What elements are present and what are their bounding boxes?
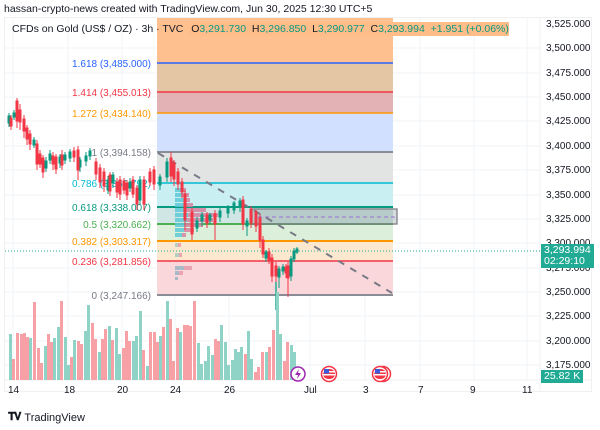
time-tick: 20 [117, 385, 129, 396]
time-tick: 9 [470, 385, 476, 396]
symbol-name[interactable]: CFDs on Gold (US$ / OZ) · 3h · TVC [12, 23, 184, 35]
lightning-event-icon[interactable] [290, 366, 306, 382]
last-price-value: 3,293.994 [544, 244, 591, 256]
fib-label-0618: 0.618 (3,338.007) [72, 203, 151, 214]
price-tick: 3,225.000 [546, 311, 591, 322]
fib-label-1414: 1.414 (3,455.013) [72, 88, 151, 99]
price-tick: 3,300.000 [546, 238, 591, 249]
us-flag-event-icon[interactable] [320, 365, 338, 383]
time-tick: 7 [418, 385, 424, 396]
fib-extension[interactable] [157, 18, 393, 296]
price-tick: 3,325.000 [546, 214, 591, 225]
change-value: +1.951 (+0.06%) [430, 23, 509, 35]
fib-label-0786: 0.786 (3,362.792) [72, 179, 151, 190]
low-value: 3,290.977 [317, 23, 365, 35]
attribution: hassan-crypto-news created with TradingV… [4, 3, 373, 15]
fib-labels: 1.618 (3,485.000) 1.414 (3,455.013) 1.27… [72, 59, 151, 302]
bar-countdown: 02:29:10 [544, 255, 585, 267]
fib-label-0382: 0.382 (3,303.317) [72, 237, 151, 248]
price-tick: 3,350.000 [546, 190, 591, 201]
close-value: 3,293.994 [378, 23, 425, 35]
price-tick: 3,500.000 [546, 43, 591, 54]
price-tick: 3,250.000 [546, 287, 591, 298]
price-tick: 3,200.000 [546, 336, 591, 347]
candlesticks[interactable] [7, 98, 299, 310]
time-tick: 3 [363, 385, 369, 396]
price-tick: 3,275.000 [546, 263, 591, 274]
chart-frame [4, 17, 592, 392]
fib-label-0236: 0.236 (3,281.856) [72, 257, 151, 268]
us-flag-event-group-icon[interactable] [371, 365, 392, 383]
fib-label-1: 1 (3,394.158) [92, 148, 152, 159]
high-value: 3,296.850 [259, 23, 307, 35]
price-tick: 3,400.000 [546, 141, 591, 152]
tradingview-logo[interactable]: 𝐓𝐕 TradingView [8, 411, 85, 424]
open-value: 3,291.730 [199, 23, 247, 35]
price-tick: 3,375.000 [546, 165, 591, 176]
price-tick: 3,475.000 [546, 68, 591, 79]
price-tick: 3,425.000 [546, 116, 591, 127]
chart-legend: CFDs on Gold (US$ / OZ) · 3h · TVC O3,29… [12, 22, 509, 36]
fib-label-1618: 1.618 (3,485.000) [72, 59, 151, 70]
time-tick: 14 [8, 385, 20, 396]
price-tick: 3,175.000 [546, 360, 591, 371]
price-tick: 3,525.000 [546, 19, 591, 30]
time-tick: 18 [64, 385, 76, 396]
fib-label-0: 0 (3,247.166) [92, 291, 152, 302]
time-tick: 26 [224, 385, 236, 396]
trend-line[interactable] [157, 152, 393, 294]
tradingview-logo-icon: 𝐓𝐕 [8, 411, 21, 423]
time-tick: 11 [522, 385, 533, 396]
last-price-tag: 3,293.994 02:29:10 [541, 244, 594, 268]
volume-bars [9, 292, 296, 380]
time-tick: 24 [170, 385, 182, 396]
price-tick: 3,450.000 [546, 92, 591, 103]
fib-label-05: 0.5 (3,320.662) [83, 220, 151, 231]
fib-label-1272: 1.272 (3,434.140) [72, 109, 151, 120]
time-tick: Jul [304, 385, 317, 396]
volume-tag: 25.82 K [541, 370, 584, 383]
